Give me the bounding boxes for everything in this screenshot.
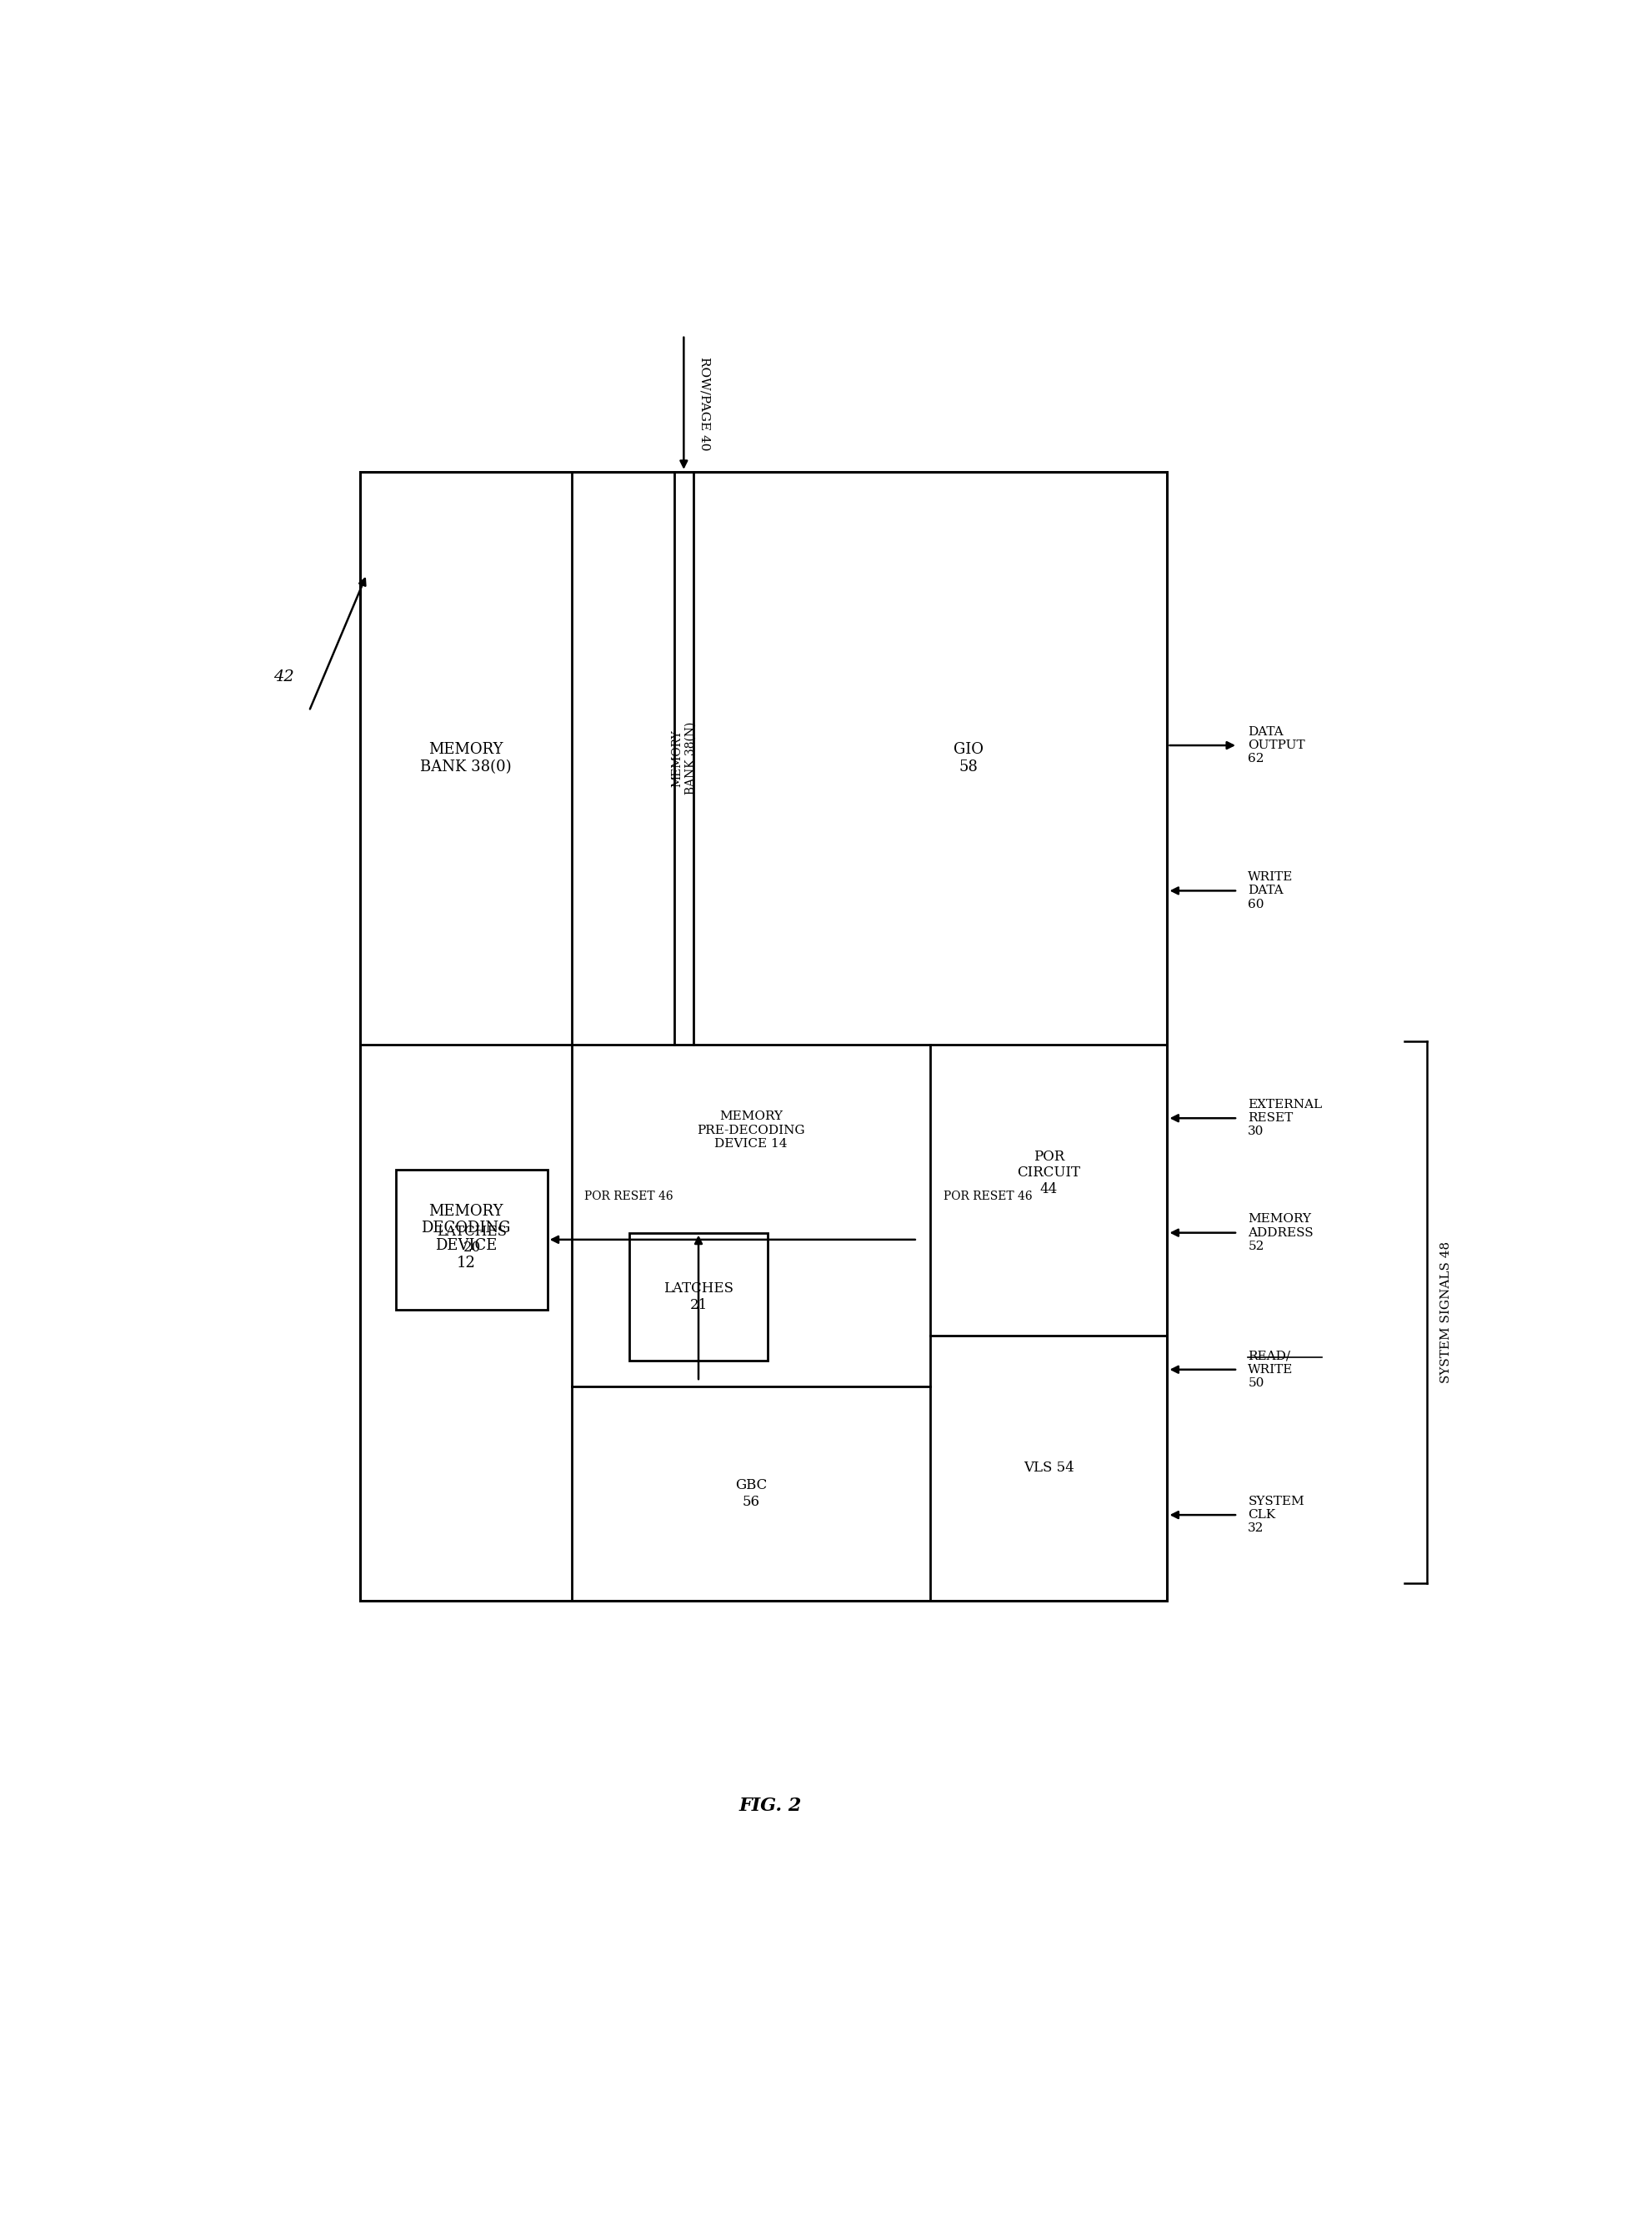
Text: GBC
56: GBC 56 <box>735 1479 767 1508</box>
Text: WRITE
DATA
60: WRITE DATA 60 <box>1247 871 1292 911</box>
Bar <box>396 1170 547 1310</box>
Text: MEMORY
DECODING
DEVICE
12: MEMORY DECODING DEVICE 12 <box>421 1204 510 1270</box>
Text: VLS 54: VLS 54 <box>1023 1461 1074 1475</box>
Text: EXTERNAL
RESET
30: EXTERNAL RESET 30 <box>1247 1099 1322 1137</box>
Text: DATA
OUTPUT
62: DATA OUTPUT 62 <box>1247 726 1305 764</box>
Text: MEMORY
ADDRESS
52: MEMORY ADDRESS 52 <box>1247 1213 1313 1253</box>
Bar <box>360 471 1166 1601</box>
Text: POR RESET 46: POR RESET 46 <box>585 1190 672 1202</box>
Text: POR
CIRCUIT
44: POR CIRCUIT 44 <box>1016 1150 1080 1197</box>
Text: 42: 42 <box>273 669 294 684</box>
Text: GIO
58: GIO 58 <box>953 742 983 775</box>
Text: MEMORY
BANK 38(N): MEMORY BANK 38(N) <box>671 722 695 795</box>
Text: LATCHES
21: LATCHES 21 <box>662 1282 733 1313</box>
Text: READ/
WRITE
50: READ/ WRITE 50 <box>1247 1350 1292 1388</box>
Text: POR RESET 46: POR RESET 46 <box>943 1190 1031 1202</box>
Text: MEMORY
BANK 38(0): MEMORY BANK 38(0) <box>420 742 512 775</box>
Text: SYSTEM
CLK
32: SYSTEM CLK 32 <box>1247 1495 1303 1535</box>
Text: ROW/PAGE 40: ROW/PAGE 40 <box>699 355 710 451</box>
Bar <box>629 1233 767 1361</box>
Text: SYSTEM SIGNALS 48: SYSTEM SIGNALS 48 <box>1439 1242 1450 1384</box>
Text: FIG. 2: FIG. 2 <box>738 1797 801 1815</box>
Text: LATCHES
20: LATCHES 20 <box>436 1224 507 1255</box>
Text: MEMORY
PRE-DECODING
DEVICE 14: MEMORY PRE-DECODING DEVICE 14 <box>697 1110 805 1150</box>
